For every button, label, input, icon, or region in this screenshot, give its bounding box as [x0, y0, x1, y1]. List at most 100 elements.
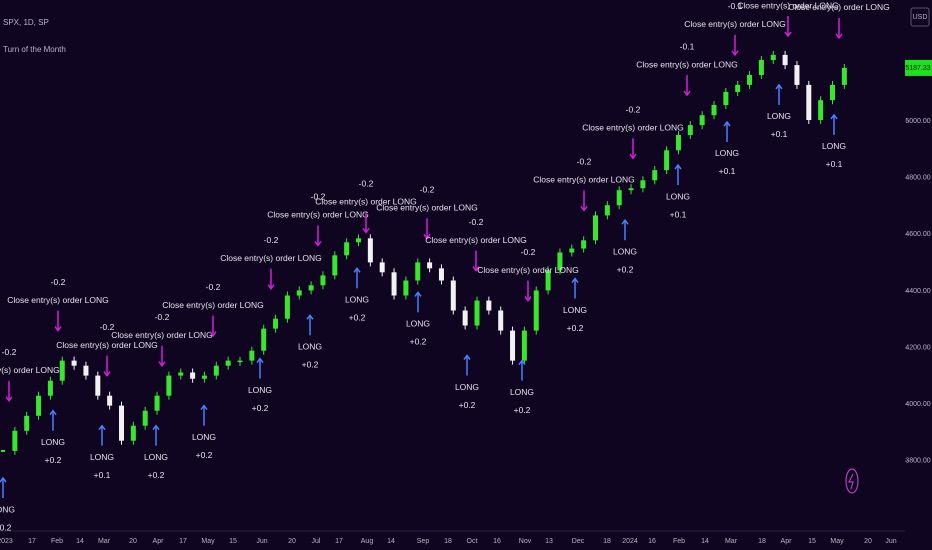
entry-label: LONG: [613, 246, 637, 256]
currency-label[interactable]: USD: [913, 14, 928, 21]
entry-qty: +0.2: [302, 360, 319, 370]
candle: [415, 262, 421, 281]
candle: [711, 105, 717, 116]
candle: [533, 290, 539, 331]
candle: [593, 215, 598, 241]
candle: [296, 290, 302, 296]
candle: [735, 84, 741, 92]
x-tick-label: Apr: [781, 538, 793, 545]
close-arrow-head: [314, 240, 322, 247]
candle: [284, 295, 290, 319]
candle: [130, 425, 136, 441]
x-tick-label: 17: [28, 538, 36, 545]
candle: [71, 360, 77, 366]
icon-bolt[interactable]: [848, 473, 854, 490]
close-arrow-head: [472, 266, 480, 272]
symbol-label: SPX, 1D, SP: [3, 18, 49, 27]
x-tick-label: 18: [758, 538, 766, 545]
x-tick-label: 14: [387, 538, 395, 545]
y-tick-label: 4800.00: [905, 175, 930, 182]
close-label: Close entry(s) order LONG: [788, 2, 890, 12]
candle: [628, 188, 634, 191]
close-qty: -0.2: [469, 217, 484, 227]
entry-arrow-head: [414, 291, 422, 297]
close-label: Close entry(s) order LONG: [111, 330, 213, 340]
entry-qty: +0.1: [670, 209, 687, 219]
x-tick-label: Jun: [885, 538, 896, 545]
candle: [747, 75, 753, 85]
entry-label: LONG: [406, 319, 430, 329]
x-tick-label: Mar: [725, 538, 738, 545]
candle: [367, 238, 373, 263]
x-tick-label: 16: [648, 538, 656, 545]
entry-label: LONG: [248, 385, 272, 395]
close-arrow-head: [362, 227, 370, 234]
close-arrow-head: [784, 31, 792, 38]
candle: [557, 252, 563, 271]
close-qty: -0.1: [728, 1, 743, 11]
candle: [652, 170, 658, 181]
close-label: Close entry(s) order LONG: [220, 253, 322, 263]
close-qty: -0.2: [420, 185, 435, 195]
entry-arrow-head: [256, 357, 264, 364]
candle: [308, 285, 314, 291]
candle: [450, 280, 456, 311]
close-qty: -0.2: [206, 282, 221, 292]
currency-button[interactable]: [910, 7, 930, 27]
entry-qty: +0.1: [771, 129, 788, 139]
close-arrow-head: [835, 33, 843, 40]
candle: [24, 415, 30, 431]
close-qty: -0.2: [2, 347, 17, 357]
close-arrow-head: [5, 396, 13, 403]
close-label: Close entry(s) order LONG: [684, 19, 786, 29]
x-tick-label: 20: [129, 538, 137, 545]
candle: [830, 84, 835, 101]
x-tick-label: Dec: [572, 538, 585, 545]
entry-arrow-head: [463, 354, 471, 360]
y-tick-label: 3800.00: [905, 458, 930, 465]
entry-label: LONG: [715, 148, 739, 158]
entry-qty: +0.1: [826, 159, 843, 169]
candle: [83, 365, 89, 376]
entry-arrow-head: [353, 267, 361, 273]
candle: [273, 318, 279, 329]
entry-arrow-head: [49, 409, 57, 416]
candle: [581, 240, 587, 249]
entry-qty: +0.2: [148, 470, 165, 480]
entry-arrow-head: [98, 424, 106, 431]
entry-qty: +0.2: [617, 264, 634, 274]
close-arrow-head: [158, 361, 166, 367]
candle: [178, 372, 184, 376]
close-label: Close entry(s) order LONG: [533, 175, 635, 185]
entry-label: LONG: [0, 504, 15, 514]
close-qty: -0.2: [359, 179, 374, 189]
entry-qty: +0.1: [719, 166, 736, 176]
candle: [356, 238, 361, 243]
replay-icon[interactable]: [845, 468, 859, 494]
entry-qty: +0.2: [196, 450, 213, 460]
entry-label: LONG: [822, 141, 846, 151]
x-tick-label: 18: [444, 538, 452, 545]
entry-qty: +0.2: [514, 405, 531, 415]
close-qty: -0.2: [264, 235, 279, 245]
candle: [438, 268, 444, 281]
x-tick-label: Oct: [467, 538, 478, 545]
candle: [344, 242, 350, 256]
close-label: Close entry(s) order LONG: [56, 340, 158, 350]
close-qty: -0.1: [680, 41, 695, 51]
candle: [782, 54, 788, 66]
candle: [818, 100, 824, 121]
close-label: Close entry(s) order LONG: [7, 295, 109, 305]
y-tick-label: 4200.00: [905, 344, 930, 351]
entry-label: LONG: [345, 295, 369, 305]
entry-arrow-head: [674, 163, 682, 170]
close-label: Close entry(s) order LONG: [267, 210, 369, 220]
candle: [758, 60, 764, 76]
x-tick-label: Jul: [312, 538, 321, 545]
candle: [770, 54, 776, 61]
x-tick-label: 17: [179, 538, 187, 545]
last-price-label: 5187.33: [905, 65, 930, 72]
icon-ring[interactable]: [845, 468, 859, 494]
